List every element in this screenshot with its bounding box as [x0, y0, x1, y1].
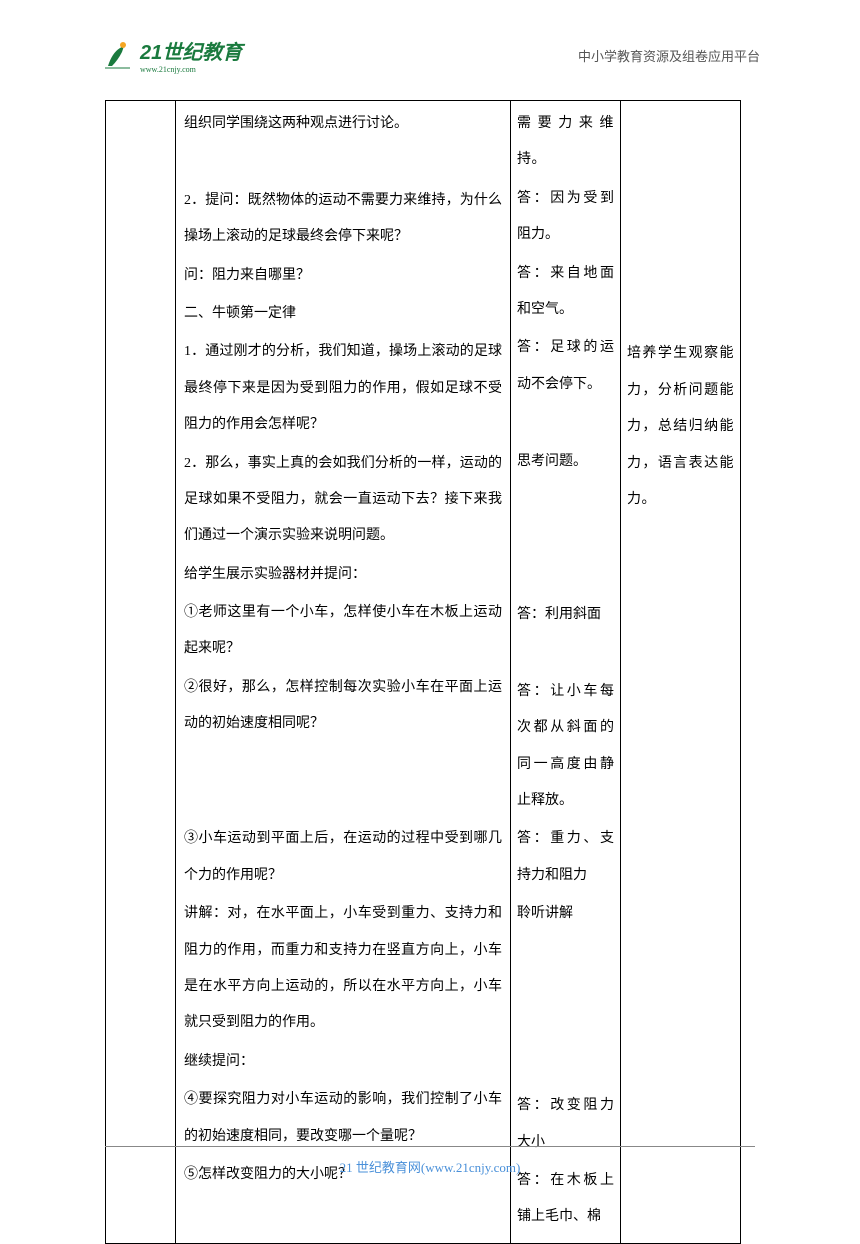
paragraph: 2．提问：既然物体的运动不需要力来维持，为什么操场上滚动的足球最终会停下来呢？: [184, 183, 502, 256]
paragraph: 问：阻力来自哪里？: [184, 258, 502, 294]
paragraph: 组织同学围绕这两种观点进行讨论。: [184, 106, 502, 142]
table-cell-student-activity: 需 要 力 来 维持。 答：因为受到阻力。 答：来自地面和空气。 答：足球的运动…: [511, 101, 621, 1244]
paragraph: ①老师这里有一个小车，怎样使小车在木板上运动起来呢？: [184, 595, 502, 668]
paragraph: ④要探究阻力对小车运动的影响，我们控制了小车的初始速度相同，要改变哪一个量呢？: [184, 1082, 502, 1155]
page-header: 21世纪教育 www.21cnjy.com 中小学教育资源及组卷应用平台: [100, 30, 760, 80]
paragraph: 答：让小车每次都从斜面的同一高度由静止释放。: [517, 674, 614, 820]
paragraph: [517, 935, 614, 971]
paragraph: 答：重力、支持力和阻力: [517, 821, 614, 894]
table-row: 组织同学围绕这两种观点进行讨论。 2．提问：既然物体的运动不需要力来维持，为什么…: [106, 101, 741, 1244]
paragraph: [517, 635, 614, 671]
lesson-plan-table: 组织同学围绕这两种观点进行讨论。 2．提问：既然物体的运动不需要力来维持，为什么…: [105, 100, 741, 1244]
footer-text: 21 世纪教育网(www.21cnjy.com): [340, 1160, 521, 1175]
table-cell-col1: [106, 101, 176, 1244]
logo-sub-text: www.21cnjy.com: [140, 65, 242, 74]
paragraph: 答：利用斜面: [517, 597, 614, 633]
paragraph: [184, 745, 502, 781]
logo-icon: [100, 38, 135, 73]
header-right-text: 中小学教育资源及组卷应用平台: [578, 46, 760, 65]
paragraph: 需 要 力 来 维持。: [517, 106, 614, 179]
paragraph: 1．通过刚才的分析，我们知道，操场上滚动的足球最终停下来是因为受到阻力的作用，假…: [184, 334, 502, 443]
paragraph: 继续提问：: [184, 1044, 502, 1080]
paragraph: 答：因为受到阻力。: [517, 181, 614, 254]
paragraph: 讲解：对，在水平面上，小车受到重力、支持力和阻力的作用，而重力和支持力在竖直方向…: [184, 896, 502, 1042]
paragraph: 答：来自地面和空气。: [517, 256, 614, 329]
paragraph: [627, 106, 734, 142]
paragraph: 答：足球的运动不会停下。: [517, 330, 614, 403]
paragraph: 聆听讲解: [517, 896, 614, 932]
table-cell-teacher-activity: 组织同学围绕这两种观点进行讨论。 2．提问：既然物体的运动不需要力来维持，为什么…: [176, 101, 511, 1244]
paragraph: [627, 298, 734, 334]
paragraph: [517, 520, 614, 556]
paragraph: [517, 405, 614, 441]
paragraph: [627, 221, 734, 257]
paragraph: 给学生展示实验器材并提问：: [184, 557, 502, 593]
logo-main-text: 21世纪教育: [140, 36, 242, 65]
paragraph: [627, 144, 734, 180]
paragraph: [184, 144, 502, 180]
paragraph: [627, 183, 734, 219]
logo-text: 21世纪教育 www.21cnjy.com: [140, 36, 242, 74]
paragraph: [517, 1011, 614, 1047]
page-footer: 21 世纪教育网(www.21cnjy.com): [105, 1146, 755, 1176]
table-cell-purpose: 培养学生观察能力，分析问题能力，总结归纳能力，语言表达能力。: [621, 101, 741, 1244]
paragraph: 培养学生观察能力，分析问题能力，总结归纳能力，语言表达能力。: [627, 336, 734, 518]
paragraph: [517, 559, 614, 595]
paragraph: [517, 1050, 614, 1086]
paragraph: 思考问题。: [517, 444, 614, 480]
paragraph: [517, 482, 614, 518]
logo: 21世纪教育 www.21cnjy.com: [100, 36, 242, 74]
paragraph: 二、牛顿第一定律: [184, 296, 502, 332]
paragraph: ③小车运动到平面上后，在运动的过程中受到哪几个力的作用呢？: [184, 821, 502, 894]
paragraph: 2．那么，事实上真的会如我们分析的一样，运动的足球如果不受阻力，就会一直运动下去…: [184, 446, 502, 555]
paragraph: [627, 260, 734, 296]
paragraph: ②很好，那么，怎样控制每次实验小车在平面上运动的初始速度相同呢？: [184, 670, 502, 743]
paragraph: [184, 783, 502, 819]
paragraph: [517, 973, 614, 1009]
